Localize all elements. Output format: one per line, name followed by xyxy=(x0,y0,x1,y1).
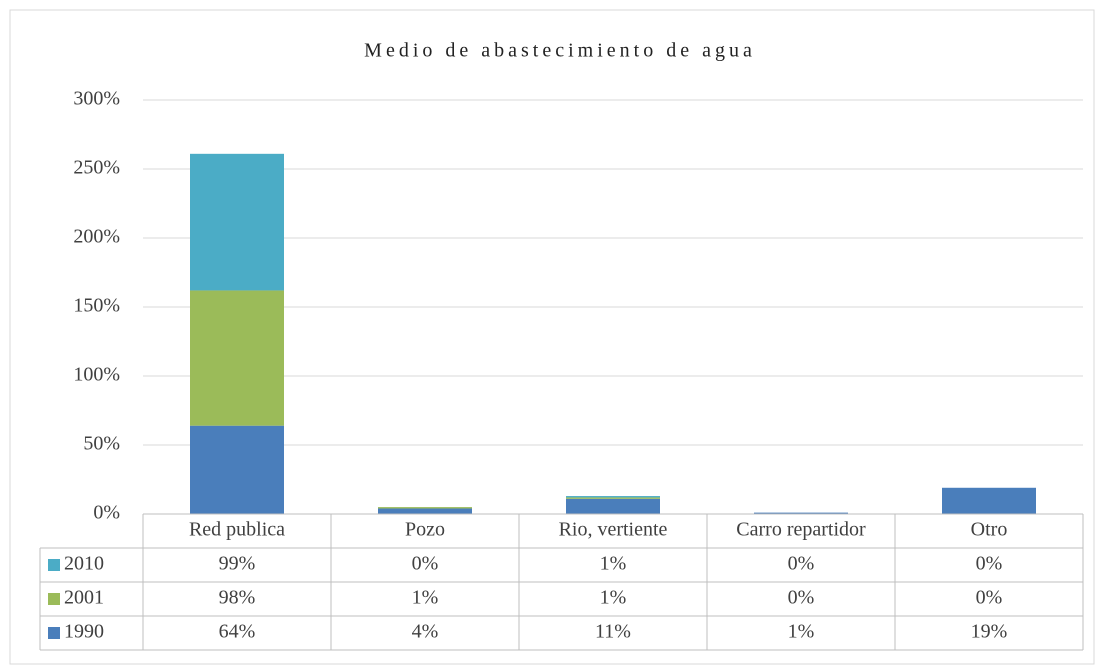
y-tick-label: 50% xyxy=(83,433,120,455)
legend-label: 2001 xyxy=(64,587,104,609)
y-tick-label: 100% xyxy=(73,364,120,386)
table-value: 1% xyxy=(600,553,627,575)
legend-swatch xyxy=(48,627,60,639)
bar-segment xyxy=(566,496,660,498)
x-tick-label: Carro repartidor xyxy=(736,519,866,541)
table-value: 1% xyxy=(600,587,627,609)
bar-segment xyxy=(942,487,1036,514)
table-value: 98% xyxy=(219,587,256,609)
y-tick-label: 200% xyxy=(73,226,120,248)
legend-swatch xyxy=(48,559,60,571)
legend-swatch xyxy=(48,593,60,605)
table-value: 0% xyxy=(976,587,1003,609)
x-tick-label: Rio, vertiente xyxy=(559,519,668,541)
chart-title: Medio de abastecimiento de agua xyxy=(364,40,756,62)
table-value: 0% xyxy=(788,553,815,575)
table-value: 1% xyxy=(788,621,815,643)
legend-label: 1990 xyxy=(64,621,104,643)
table-value: 11% xyxy=(595,621,631,643)
bar-segment xyxy=(190,425,284,514)
table-value: 0% xyxy=(412,553,439,575)
bar-segment xyxy=(378,508,472,514)
table-value: 4% xyxy=(412,621,439,643)
legend-label: 2010 xyxy=(64,553,104,575)
x-tick-label: Pozo xyxy=(405,519,445,541)
table-value: 99% xyxy=(219,553,256,575)
y-tick-label: 0% xyxy=(93,502,120,524)
bar-segment xyxy=(190,290,284,426)
chart-border xyxy=(9,9,1095,665)
bar-segment xyxy=(754,512,848,514)
table-value: 19% xyxy=(971,621,1008,643)
y-tick-label: 250% xyxy=(73,157,120,179)
table-value: 1% xyxy=(412,587,439,609)
table-value: 0% xyxy=(976,553,1003,575)
table-value: 64% xyxy=(219,621,256,643)
bar-segment xyxy=(566,497,660,499)
bar-segment xyxy=(190,153,284,291)
x-tick-label: Red publica xyxy=(189,519,285,541)
y-tick-label: 300% xyxy=(73,88,120,110)
table-value: 0% xyxy=(788,587,815,609)
x-tick-label: Otro xyxy=(971,519,1008,541)
bar-segment xyxy=(566,498,660,514)
y-tick-label: 150% xyxy=(73,295,120,317)
bar-segment xyxy=(378,507,472,509)
